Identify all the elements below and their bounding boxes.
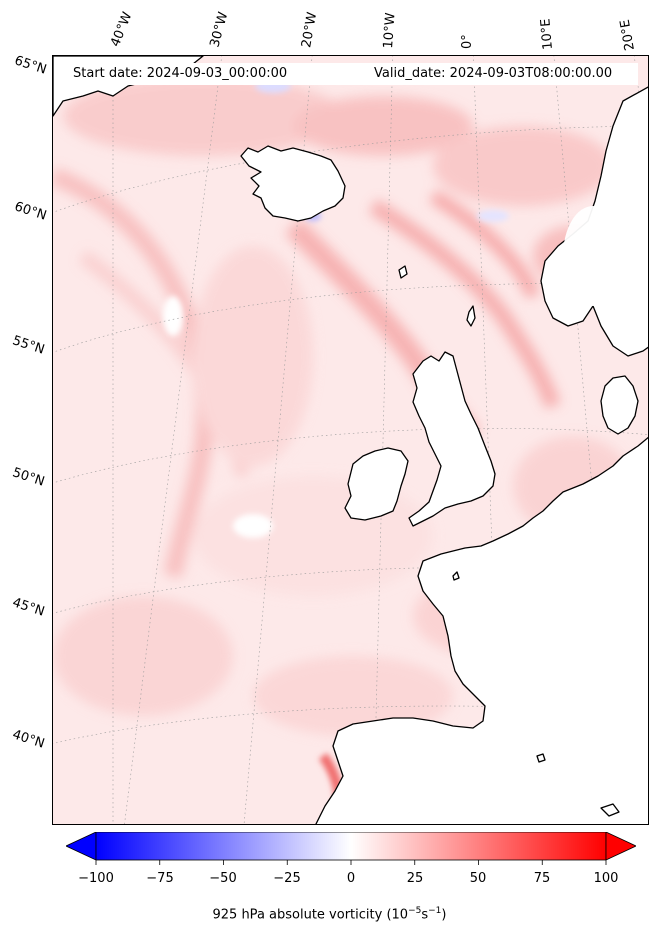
vorticity-map	[53, 56, 648, 824]
colorbar-title-exponent: −1	[428, 906, 442, 916]
colorbar-tick-label: −50	[209, 871, 237, 886]
great-britain	[408, 351, 496, 527]
colorbar-low-extension	[66, 832, 97, 861]
valid-date-text: Valid_date: 2024-09-03T08:00:00.00	[374, 66, 613, 81]
colorbar-tick-label: −100	[78, 871, 114, 886]
map-panel	[52, 55, 649, 825]
lon-label-30w: 30°W	[207, 10, 232, 49]
lat-label-45n: 45°N	[10, 595, 47, 620]
colorbar-tick-label: 100	[593, 871, 619, 886]
colorbar-tick-label: −75	[146, 871, 174, 886]
colorbar-title-exponent: −5	[408, 906, 422, 916]
lon-label-10e: 10°E	[538, 17, 556, 51]
header-strip	[60, 63, 638, 85]
small-island	[536, 753, 546, 763]
lon-label-0: 0°	[460, 34, 475, 49]
lat-label-40n: 40°N	[10, 727, 47, 752]
colorbar-tick-label: 0	[346, 871, 356, 886]
colorbar-title: 925 hPa absolute vorticity (10−5s−1)	[0, 906, 659, 922]
colorbar-title-prefix: 925 hPa absolute vorticity (10	[212, 907, 409, 923]
shetland	[466, 305, 476, 327]
land-interior	[373, 206, 643, 806]
lon-label-10w: 10°W	[381, 12, 399, 49]
start-date-text: Start date: 2024-09-03_00:00:00	[73, 66, 288, 81]
colorbar-tick-label: 25	[406, 871, 424, 886]
colorbar-tick-label: −25	[273, 871, 301, 886]
colorbar	[66, 832, 636, 865]
lat-label-65n: 65°N	[12, 53, 49, 78]
faroe-islands	[398, 265, 408, 279]
small-island	[452, 571, 460, 581]
colorbar-high-extension	[605, 832, 636, 861]
colorbar-title-suffix: )	[441, 907, 447, 923]
lat-label-55n: 55°N	[10, 333, 47, 358]
lat-label-60n: 60°N	[12, 199, 49, 224]
lon-label-40w: 40°W	[108, 10, 136, 49]
colorbar-tick-label: 50	[469, 871, 487, 886]
lon-label-20w: 20°W	[299, 11, 321, 50]
colorbar-gradient	[95, 832, 607, 861]
iceland	[240, 145, 346, 222]
lon-label-20e: 20°E	[617, 18, 638, 52]
small-island	[600, 803, 620, 817]
denmark	[600, 375, 639, 435]
colorbar-tick-label: 75	[533, 871, 551, 886]
colorbar-title-unit: s	[421, 907, 429, 923]
ireland	[344, 447, 409, 521]
lat-label-50n: 50°N	[10, 465, 47, 490]
